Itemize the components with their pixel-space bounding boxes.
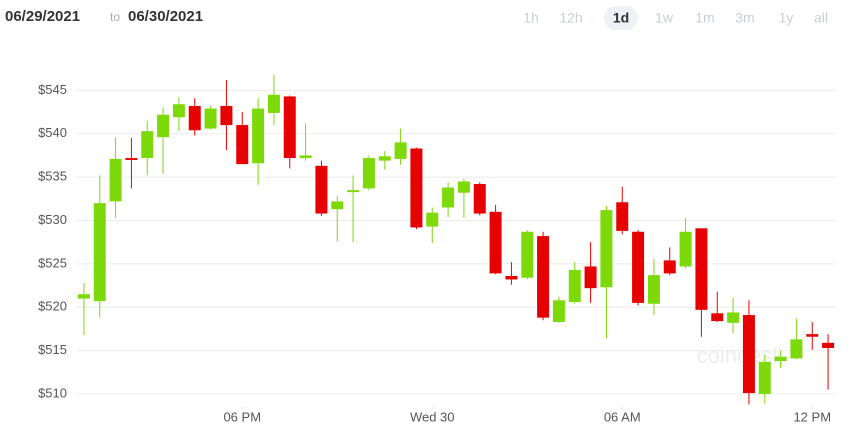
candle-body — [299, 155, 312, 159]
range-button[interactable]: 12h — [559, 10, 582, 26]
range-button[interactable]: 1d — [613, 10, 629, 26]
range-button[interactable]: 1m — [695, 10, 714, 26]
y-tick-label: $510 — [38, 385, 67, 400]
date-to: 06/30/2021 — [128, 8, 203, 25]
candle-body — [727, 312, 740, 323]
candle-body — [742, 315, 755, 394]
y-tick-label: $525 — [38, 255, 67, 270]
candle-body — [378, 156, 391, 161]
candle-body — [188, 105, 201, 131]
candle-body — [552, 300, 565, 322]
watermark: coindesk — [697, 343, 785, 368]
candle-body — [758, 361, 771, 394]
candle-body — [252, 108, 265, 164]
range-button[interactable]: 1h — [523, 10, 539, 26]
candle-body — [790, 339, 803, 359]
y-tick-label: $515 — [38, 342, 67, 357]
range-button[interactable]: 1y — [779, 10, 794, 26]
y-tick-label: $545 — [38, 82, 67, 97]
candle-body — [774, 356, 787, 362]
y-tick-label: $530 — [38, 212, 67, 227]
candle-body — [473, 184, 486, 214]
candle-body — [521, 231, 534, 278]
candle-body — [394, 142, 407, 159]
candle-body — [822, 342, 835, 349]
candle-body — [616, 202, 629, 231]
candle-body — [157, 114, 170, 138]
range-button[interactable]: 1w — [655, 10, 674, 26]
candle-body — [679, 231, 692, 267]
candle-body — [632, 231, 645, 303]
candle-body — [267, 94, 280, 113]
candle-body — [347, 190, 360, 193]
candle-body — [568, 269, 581, 303]
x-tick-label: 06 AM — [604, 409, 641, 424]
candle-body — [442, 187, 455, 208]
candle-body — [362, 158, 375, 189]
range-button[interactable]: 3m — [735, 10, 754, 26]
candle-body — [457, 181, 470, 193]
x-tick-label: 06 PM — [223, 409, 261, 424]
candle-body — [489, 211, 502, 274]
candle-body — [600, 210, 613, 288]
candle-body — [236, 125, 249, 165]
candle-body — [426, 212, 439, 227]
candle-body — [204, 108, 217, 129]
candle-body — [141, 131, 154, 159]
date-to-word: to — [110, 10, 120, 24]
candle-body — [410, 148, 423, 228]
candle-body — [125, 158, 138, 161]
y-tick-label: $520 — [38, 299, 67, 314]
candle-body — [315, 165, 328, 214]
candle-body — [77, 294, 90, 299]
candle-body — [695, 228, 708, 310]
candle-body — [220, 105, 233, 126]
date-from: 06/29/2021 — [5, 8, 80, 25]
range-button[interactable]: all — [814, 10, 828, 26]
candle-body — [172, 104, 185, 118]
range-selected-bg — [604, 6, 638, 30]
candle-body — [647, 275, 660, 304]
candle-body — [537, 236, 550, 318]
candle-body — [109, 158, 122, 202]
x-tick-label: Wed 30 — [410, 409, 455, 424]
candle-body — [93, 203, 106, 302]
candle-body — [806, 334, 819, 337]
candle-body — [283, 96, 296, 159]
x-tick-label: 12 PM — [793, 409, 831, 424]
candle-body — [331, 201, 344, 210]
candle-body — [711, 313, 724, 322]
y-tick-label: $535 — [38, 169, 67, 184]
candle-body — [584, 266, 597, 289]
y-tick-label: $540 — [38, 125, 67, 140]
candle-body — [505, 276, 518, 280]
candle-body — [663, 260, 676, 274]
